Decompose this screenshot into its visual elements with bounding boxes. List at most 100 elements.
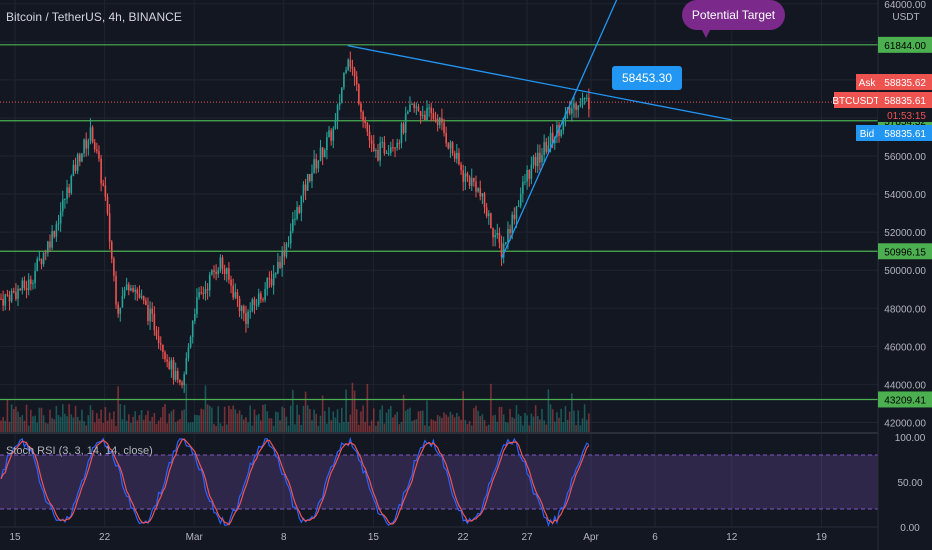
trend-lines[interactable] — [347, 0, 732, 260]
candle-body — [138, 293, 141, 298]
volume-bar — [15, 406, 17, 432]
candle-body — [411, 103, 413, 105]
volume-bar — [81, 409, 83, 432]
candle-body — [577, 105, 580, 110]
candle-body — [253, 299, 256, 305]
candle-body — [25, 288, 28, 291]
volume-bar — [179, 419, 181, 432]
volume-bar — [38, 407, 41, 432]
candle-body — [389, 147, 392, 153]
volume-bar — [213, 423, 215, 432]
volume-bar — [279, 420, 281, 432]
volume-bar — [483, 419, 486, 432]
candle-body — [432, 113, 435, 119]
volume-bars — [0, 382, 590, 432]
volume-bar — [456, 413, 458, 432]
volume-bar — [432, 420, 435, 432]
candle-body — [208, 274, 211, 291]
candle-body — [51, 231, 53, 248]
volume-bar — [522, 425, 524, 432]
volume-bar — [558, 417, 560, 432]
volume-bar — [57, 415, 60, 432]
candle-body — [257, 293, 260, 305]
volume-bar — [149, 420, 151, 432]
volume-bar — [234, 409, 237, 432]
candle-body — [545, 142, 548, 153]
price-axis[interactable]: 42000.00 44000.00 46000.00 48000.00 50000.00… — [877, 0, 932, 550]
chart-title: Bitcoin / TetherUS, 4h, BINANCE — [6, 10, 182, 24]
volume-bar — [30, 409, 32, 432]
candle-body — [70, 175, 73, 193]
volume-bar — [447, 416, 450, 432]
candle-body — [579, 104, 582, 106]
volume-bar — [145, 415, 147, 432]
volume-bar — [411, 421, 413, 432]
volume-bar — [0, 420, 2, 432]
volume-bar — [515, 405, 518, 432]
ask-label: Ask — [859, 78, 877, 89]
candle-body — [44, 252, 47, 254]
volume-bar — [443, 412, 445, 432]
volume-bar — [2, 416, 4, 432]
candle-body — [102, 183, 105, 186]
volume-bar — [581, 418, 584, 432]
volume-bar — [387, 409, 390, 432]
candle-body — [298, 207, 300, 213]
candle-body — [172, 360, 175, 380]
volume-bar — [345, 389, 347, 432]
potential-target-callout[interactable]: Potential Target — [682, 0, 785, 30]
candle-body — [196, 297, 198, 315]
volume-bar — [251, 425, 254, 432]
candle-body — [500, 242, 503, 258]
volume-bar — [554, 421, 556, 432]
candle-body — [76, 154, 79, 171]
price-tick-label: 52000.00 — [884, 228, 926, 239]
level-price-label: 57854.32 — [884, 117, 926, 128]
time-tick-label: 22 — [99, 532, 111, 543]
candle-body — [57, 223, 60, 225]
candle-body — [211, 270, 213, 275]
candle-body — [573, 103, 575, 109]
volume-bar — [449, 411, 452, 432]
rsi-tick-label: 0.00 — [900, 523, 920, 534]
candle-body — [108, 213, 111, 242]
candle-body — [10, 290, 13, 302]
candle-body — [415, 106, 418, 108]
volume-bar — [328, 407, 330, 432]
volume-bar — [170, 411, 173, 432]
volume-bar — [571, 393, 573, 432]
volume-bar — [219, 423, 222, 432]
time-tick-label: 19 — [816, 532, 828, 543]
volume-bar — [351, 382, 354, 432]
volume-bar — [404, 410, 407, 432]
rsi-d-line — [0, 438, 590, 526]
candle-body — [536, 152, 539, 167]
volume-bar — [89, 405, 92, 432]
candle-body — [417, 106, 420, 112]
volume-bar — [200, 408, 203, 432]
volume-bar — [419, 410, 422, 432]
volume-bar — [519, 415, 522, 432]
volume-bar — [415, 419, 418, 432]
callout-tail — [700, 26, 712, 38]
candle-body — [513, 214, 516, 220]
volume-bar — [445, 414, 447, 432]
volume-bar — [121, 419, 124, 432]
volume-bar — [528, 425, 531, 432]
candle-body — [347, 59, 349, 70]
volume-bar — [108, 412, 111, 432]
time-tick-label: 8 — [281, 532, 287, 543]
candle-body — [385, 152, 388, 154]
volume-bar — [274, 411, 277, 432]
candle-body — [341, 87, 343, 103]
candle-body — [539, 152, 541, 163]
price-callout[interactable]: 58453.30 — [612, 66, 682, 90]
candle-body — [134, 289, 136, 292]
volume-bar — [394, 414, 396, 432]
last-value: 58835.61 — [884, 96, 926, 107]
time-axis[interactable]: 15 22 Mar 8 15 22 27 Apr 6 12 19 — [0, 526, 878, 543]
volume-bar — [392, 417, 394, 432]
volume-bar — [104, 406, 107, 432]
candle-body — [93, 142, 96, 150]
